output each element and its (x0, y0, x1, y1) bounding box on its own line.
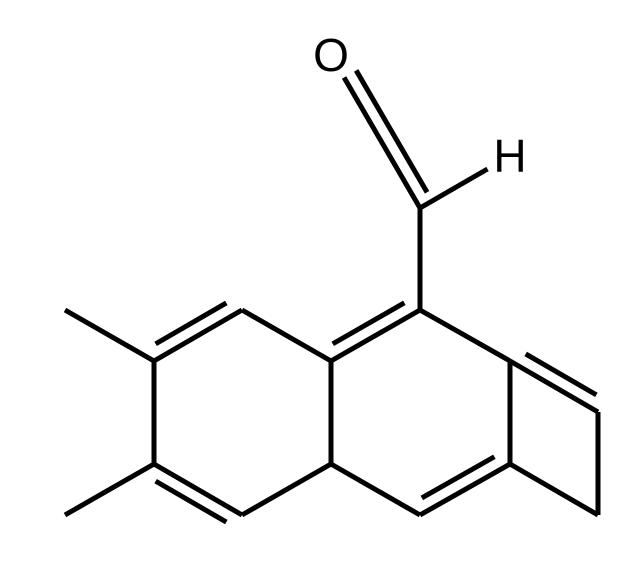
bond (65, 464, 154, 515)
bond (420, 310, 510, 361)
bond (242, 464, 331, 515)
atom-label-o: O (313, 29, 349, 81)
bond (510, 464, 598, 515)
bond (331, 464, 420, 515)
atom-label-h: H (493, 130, 526, 182)
bond (356, 70, 427, 192)
molecule-diagram: OH (0, 0, 640, 581)
bond (344, 77, 420, 208)
bond (420, 169, 487, 208)
bond (242, 310, 331, 361)
bond (65, 310, 154, 361)
